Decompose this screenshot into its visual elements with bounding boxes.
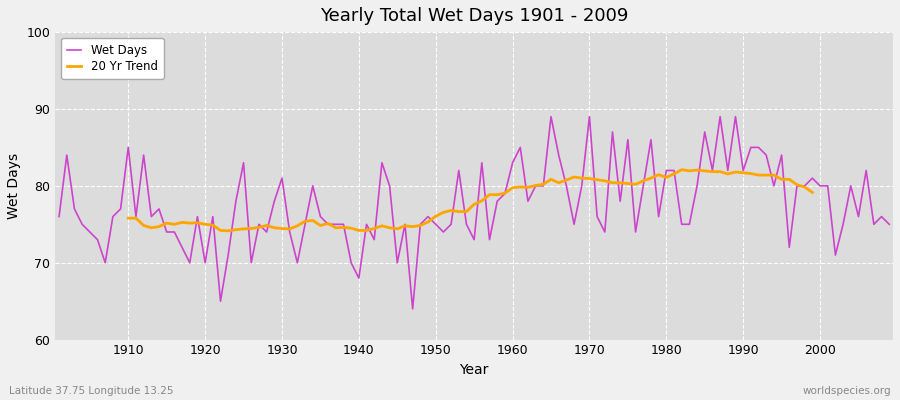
20 Yr Trend xyxy=(723,172,734,176)
20 Yr Trend xyxy=(338,225,349,230)
20 Yr Trend xyxy=(707,169,718,174)
Line: 20 Yr Trend: 20 Yr Trend xyxy=(129,170,813,231)
Wet Days xyxy=(515,145,526,150)
20 Yr Trend xyxy=(123,216,134,220)
Wet Days xyxy=(330,222,341,227)
Line: Wet Days: Wet Days xyxy=(59,117,889,309)
X-axis label: Year: Year xyxy=(460,363,489,377)
20 Yr Trend xyxy=(807,190,818,195)
Wet Days xyxy=(115,206,126,211)
Wet Days xyxy=(284,230,295,234)
Legend: Wet Days, 20 Yr Trend: Wet Days, 20 Yr Trend xyxy=(61,38,164,79)
20 Yr Trend xyxy=(223,228,234,233)
20 Yr Trend xyxy=(676,167,687,172)
Title: Yearly Total Wet Days 1901 - 2009: Yearly Total Wet Days 1901 - 2009 xyxy=(320,7,628,25)
Text: Latitude 37.75 Longitude 13.25: Latitude 37.75 Longitude 13.25 xyxy=(9,386,174,396)
Wet Days xyxy=(615,199,626,204)
20 Yr Trend xyxy=(792,182,803,187)
Wet Days xyxy=(508,160,518,165)
Wet Days xyxy=(545,114,556,119)
Y-axis label: Wet Days: Wet Days xyxy=(7,153,21,219)
Text: worldspecies.org: worldspecies.org xyxy=(803,386,891,396)
Wet Days xyxy=(884,222,895,227)
20 Yr Trend xyxy=(608,180,618,185)
20 Yr Trend xyxy=(215,228,226,233)
Wet Days xyxy=(408,306,418,311)
Wet Days xyxy=(54,214,65,219)
